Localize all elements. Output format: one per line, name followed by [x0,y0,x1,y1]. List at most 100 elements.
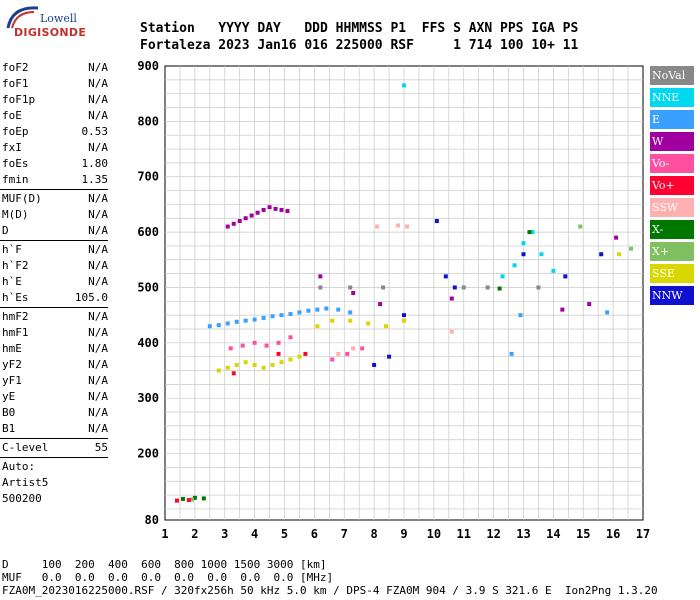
echo-point [306,308,311,313]
param-row: M(D) N/A [0,207,112,223]
param-row: foEs 1.80 [0,156,112,172]
echo-point [297,310,302,315]
echo-point [180,496,185,501]
param-value: N/A [88,342,108,355]
param-name: hmE [2,342,22,355]
echo-point [402,83,406,88]
logo-text-lowell: Lowell [40,12,77,25]
echo-point [485,285,490,290]
echo-point [348,318,353,323]
divider [0,457,108,458]
x-tick-label: 16 [606,527,620,541]
x-tick-label: 10 [427,527,441,541]
param-name: yE [2,390,16,403]
echo-point [225,224,230,229]
param-name: B1 [2,422,16,435]
legend-item: NNE [650,88,694,107]
param-value: N/A [88,406,108,419]
x-tick-label: 7 [341,527,348,541]
footer-file-info: FZA0M_2023016225000.RSF / 320fx256h 50 k… [2,584,658,597]
echo-point [288,312,293,317]
echo-point [387,354,392,359]
echo-point [288,335,293,340]
x-tick-label: 11 [457,527,471,541]
param-name: C-level [2,441,49,454]
param-name: foF1 [2,77,29,90]
param-name: foF1p [2,93,36,106]
echo-point [261,365,266,370]
echo-point [452,285,457,290]
legend-item: X+ [650,242,694,261]
echo-point [345,351,350,356]
echo-point [243,216,248,221]
echo-point [228,346,233,351]
echo-point [237,219,242,224]
echo-point [587,302,592,307]
x-tick-label: 6 [311,527,318,541]
echo-point [243,360,248,365]
echo-point [560,307,565,312]
param-value: N/A [88,259,108,272]
y-tick-label: 900 [137,59,159,73]
echo-point [186,498,191,503]
echo-point [270,362,275,367]
parameter-group-virtual-heights: h`F N/A h`F2 N/A h`E N/A h`Es 105.0 [0,242,112,306]
polarization-legend: NoVal NNE E W Vo- Vo+ SSW X- X+ SSE NNW [650,66,694,308]
legend-item: SSE [650,264,694,283]
legend-item: Vo+ [650,176,694,195]
logo-text-digisonde: DIGISONDE [14,26,87,39]
param-value: N/A [88,61,108,74]
echo-point [276,340,281,345]
param-name: foEs [2,157,29,170]
y-tick-label: 800 [137,114,159,128]
echo-point [372,362,377,367]
lowell-digisonde-logo: Lowell DIGISONDE [4,4,87,44]
station-header: Station YYYY DAY DDD HHMMSS P1 FFS S AXN… [140,20,578,54]
echo-point [261,315,266,320]
divider [0,240,108,241]
param-row: fmin 1.35 [0,172,112,188]
echo-point [249,213,254,218]
param-row: B0 N/A [0,405,112,421]
echo-point [404,224,409,229]
param-row: h`E N/A [0,274,112,290]
param-value: 1.80 [81,157,109,170]
param-value: N/A [88,374,108,387]
echo-point [396,223,401,228]
param-name: h`Es [2,291,29,304]
echo-point [461,285,466,290]
legend-item: NNW [650,286,694,305]
echo-point [234,319,239,324]
param-value: N/A [88,326,108,339]
echo-point [449,329,454,334]
param-row: fxI N/A [0,140,112,156]
echo-point [539,252,544,257]
echo-point [384,324,389,329]
echo-point [234,362,239,367]
param-value: 105.0 [74,291,108,304]
echo-point [443,274,448,279]
scaled-parameters-panel: foF2 N/A foF1 N/A foF1p N/A foE N/A foEp 0.53 fxI N… [0,60,112,507]
echo-point [378,302,383,307]
echo-point [318,274,323,279]
echo-point [509,351,514,356]
echo-point [518,313,523,318]
param-row: foF1 N/A [0,76,112,92]
echo-point [315,307,320,312]
legend-item: NoVal [650,66,694,85]
param-row: hmE N/A [0,341,112,357]
param-value: N/A [88,141,108,154]
x-tick-label: 13 [516,527,530,541]
x-tick-label: 5 [281,527,288,541]
echo-point [563,274,568,279]
param-row: hmF1 N/A [0,325,112,341]
echo-point [225,365,230,370]
param-value: N/A [88,192,108,205]
echo-point [402,318,406,323]
echo-point [279,360,284,365]
echo-point [527,230,532,235]
y-tick-label: 80 [145,513,159,527]
param-value: N/A [88,77,108,90]
x-tick-label: 4 [251,527,258,541]
parameter-group-profile: hmF2 N/A hmF1 N/A hmE N/A yF2 N/A yF1 N/A yE N/A B0 N… [0,309,112,437]
